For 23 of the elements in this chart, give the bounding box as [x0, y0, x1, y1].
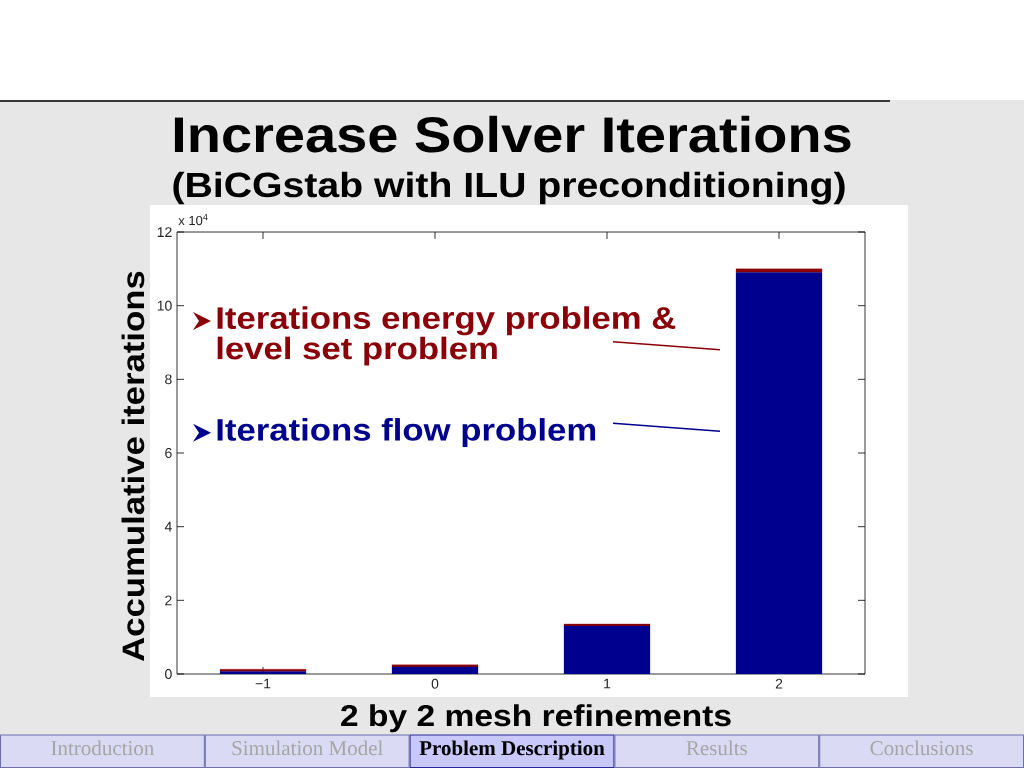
text: Results — [686, 740, 747, 756]
legend-label: Iterations energy problem & level set problem — [217, 306, 676, 366]
y-tick-label: 12 — [157, 227, 172, 237]
x-tick-label: 2 — [775, 678, 783, 689]
text: Simulation Model — [232, 740, 383, 756]
text: Introduction — [51, 740, 155, 756]
text: x 10$^{4}$ — [178, 213, 208, 226]
y-tick-label: 2 — [165, 595, 172, 606]
y-tick-label: 0 — [165, 669, 172, 679]
chart-title: Increase Solver Iterations — [174, 115, 851, 153]
x-tick-label: 0 — [431, 678, 439, 689]
y-tick-label: 4 — [164, 521, 172, 532]
text: Problem Description — [419, 740, 605, 760]
y-axis-title: Accumulative iterations — [121, 271, 145, 661]
x-tick-label: 1 — [604, 678, 611, 689]
y-tick-label: 10 — [157, 300, 172, 311]
legend-label: Iterations flow problem — [217, 418, 596, 447]
chart-subtitle: (BiCGstab with ILU preconditioning) — [173, 171, 845, 205]
y-tick-label: 6 — [165, 448, 172, 458]
x-axis-title: 2 by 2 mesh refinements — [341, 704, 731, 733]
x-tick-label: −1 — [255, 678, 271, 689]
y-tick-label: 8 — [165, 374, 172, 385]
text: Conclusions — [870, 740, 973, 756]
